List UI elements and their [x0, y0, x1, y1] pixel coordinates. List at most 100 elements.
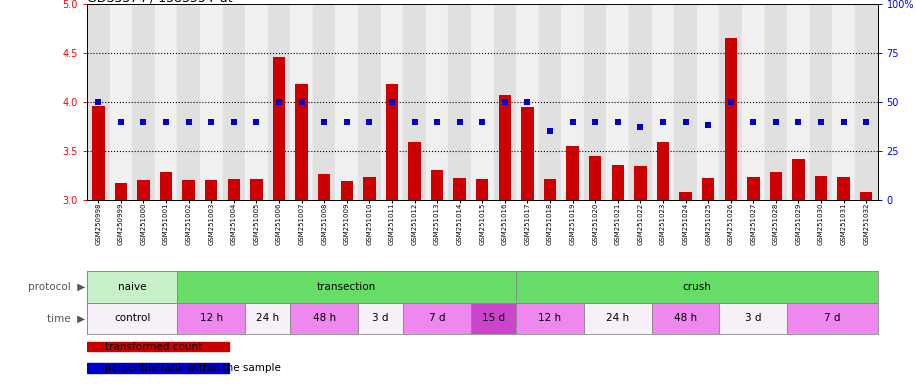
- Point: [656, 119, 671, 125]
- Point: [181, 119, 196, 125]
- Point: [724, 99, 738, 105]
- Bar: [765, 4, 787, 200]
- Point: [836, 119, 851, 125]
- Bar: [363, 177, 376, 200]
- Text: GDS3374 / 1383554_at: GDS3374 / 1383554_at: [87, 0, 233, 4]
- Bar: [178, 4, 200, 200]
- Bar: [810, 4, 833, 200]
- Bar: [697, 4, 719, 200]
- Bar: [250, 179, 263, 200]
- Bar: [178, 271, 516, 303]
- Text: 15 d: 15 d: [482, 313, 505, 323]
- Bar: [476, 179, 488, 200]
- Bar: [87, 271, 178, 303]
- Text: 48 h: 48 h: [674, 313, 697, 323]
- Point: [565, 119, 580, 125]
- Point: [610, 119, 625, 125]
- Bar: [674, 4, 697, 200]
- Bar: [313, 4, 335, 200]
- Point: [791, 119, 806, 125]
- Text: protocol  ▶: protocol ▶: [27, 282, 85, 292]
- Point: [294, 99, 309, 105]
- Bar: [426, 4, 449, 200]
- Bar: [516, 303, 583, 334]
- Bar: [358, 303, 403, 334]
- Text: percentile rank within the sample: percentile rank within the sample: [105, 363, 281, 373]
- Bar: [657, 142, 670, 200]
- Text: 24 h: 24 h: [606, 313, 629, 323]
- Bar: [341, 181, 353, 200]
- Text: transection: transection: [317, 282, 376, 292]
- Bar: [787, 303, 878, 334]
- Bar: [403, 303, 471, 334]
- Point: [701, 122, 715, 129]
- Bar: [87, 4, 110, 200]
- Bar: [381, 4, 403, 200]
- Bar: [471, 4, 494, 200]
- Bar: [132, 4, 155, 200]
- Point: [678, 119, 692, 125]
- Bar: [589, 156, 602, 200]
- Bar: [358, 4, 381, 200]
- Text: 7 d: 7 d: [429, 313, 445, 323]
- Bar: [267, 4, 290, 200]
- Bar: [245, 303, 290, 334]
- Bar: [114, 184, 127, 200]
- Bar: [539, 4, 562, 200]
- Text: naive: naive: [118, 282, 147, 292]
- Bar: [205, 180, 217, 200]
- Point: [542, 128, 557, 134]
- Bar: [403, 4, 426, 200]
- Bar: [290, 303, 358, 334]
- Bar: [583, 4, 606, 200]
- Bar: [178, 303, 245, 334]
- Bar: [87, 303, 178, 334]
- Bar: [516, 4, 539, 200]
- Point: [497, 99, 512, 105]
- Point: [859, 119, 874, 125]
- Text: 3 d: 3 d: [745, 313, 761, 323]
- Point: [453, 119, 467, 125]
- Bar: [516, 271, 878, 303]
- Bar: [742, 4, 765, 200]
- Text: 7 d: 7 d: [824, 313, 841, 323]
- Bar: [494, 4, 516, 200]
- Text: 24 h: 24 h: [256, 313, 279, 323]
- Bar: [498, 95, 511, 200]
- Bar: [87, 363, 229, 372]
- Point: [340, 119, 354, 125]
- Bar: [245, 4, 267, 200]
- Text: control: control: [114, 313, 150, 323]
- Point: [813, 119, 828, 125]
- Point: [362, 119, 376, 125]
- Bar: [837, 177, 850, 200]
- Bar: [833, 4, 855, 200]
- Bar: [583, 303, 651, 334]
- Bar: [137, 180, 149, 200]
- Bar: [612, 165, 624, 200]
- Point: [474, 119, 489, 125]
- Bar: [544, 179, 556, 200]
- Bar: [719, 303, 787, 334]
- Bar: [769, 172, 782, 200]
- Bar: [792, 159, 804, 200]
- Bar: [223, 4, 245, 200]
- Point: [430, 119, 444, 125]
- Text: 12 h: 12 h: [200, 313, 223, 323]
- Point: [588, 119, 603, 125]
- Bar: [93, 106, 104, 200]
- Bar: [449, 4, 471, 200]
- Text: crush: crush: [682, 282, 712, 292]
- Bar: [160, 172, 172, 200]
- Point: [317, 119, 332, 125]
- Point: [769, 119, 783, 125]
- Bar: [634, 166, 647, 200]
- Bar: [606, 4, 629, 200]
- Bar: [155, 4, 178, 200]
- Text: 3 d: 3 d: [373, 313, 389, 323]
- Point: [226, 119, 241, 125]
- Bar: [787, 4, 810, 200]
- Point: [408, 119, 422, 125]
- Point: [91, 99, 105, 105]
- Point: [272, 99, 287, 105]
